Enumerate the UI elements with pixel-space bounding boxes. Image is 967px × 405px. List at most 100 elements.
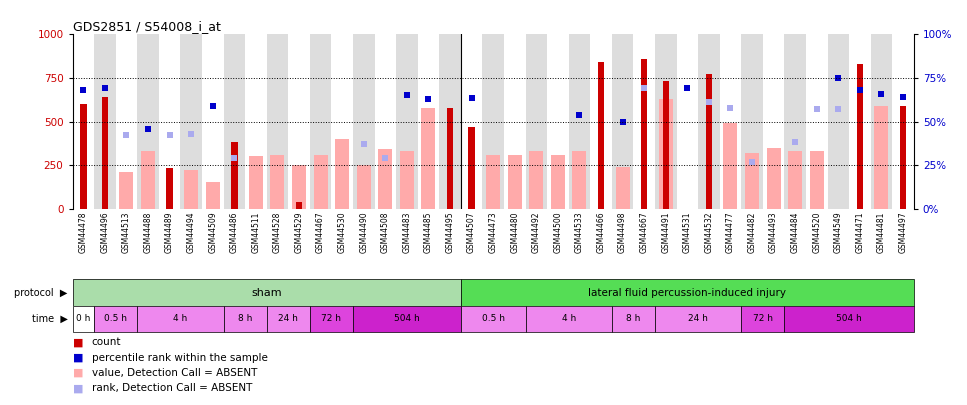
Text: 4 h: 4 h xyxy=(173,314,188,324)
Bar xyxy=(706,75,712,209)
Text: 24 h: 24 h xyxy=(689,314,708,324)
Bar xyxy=(893,34,914,209)
Text: sham: sham xyxy=(251,288,282,298)
Bar xyxy=(677,34,698,209)
Bar xyxy=(94,306,137,332)
Bar xyxy=(353,306,461,332)
Bar xyxy=(899,106,906,209)
Bar xyxy=(698,34,719,209)
Bar xyxy=(313,155,328,209)
Bar xyxy=(655,306,742,332)
Bar xyxy=(309,306,353,332)
Bar xyxy=(874,106,889,209)
Bar xyxy=(94,34,116,209)
Bar xyxy=(468,127,475,209)
Bar xyxy=(332,34,353,209)
Bar xyxy=(788,151,803,209)
Text: protocol  ▶: protocol ▶ xyxy=(15,288,68,298)
Bar xyxy=(461,34,483,209)
Text: 72 h: 72 h xyxy=(753,314,773,324)
Text: ■: ■ xyxy=(73,384,83,393)
Text: 4 h: 4 h xyxy=(562,314,575,324)
Bar xyxy=(166,168,173,209)
Bar xyxy=(353,34,374,209)
Bar xyxy=(569,34,590,209)
Bar xyxy=(267,34,288,209)
Bar xyxy=(551,155,565,209)
Bar xyxy=(120,172,133,209)
Bar xyxy=(525,34,547,209)
Bar xyxy=(249,156,263,209)
Bar xyxy=(870,34,893,209)
Bar xyxy=(267,306,309,332)
Bar xyxy=(288,34,309,209)
Bar xyxy=(202,34,223,209)
Text: 72 h: 72 h xyxy=(321,314,341,324)
Text: ■: ■ xyxy=(73,337,83,347)
Bar xyxy=(116,34,137,209)
Text: GDS2851 / S54008_i_at: GDS2851 / S54008_i_at xyxy=(73,20,220,33)
Bar xyxy=(525,306,612,332)
Bar xyxy=(374,34,396,209)
Text: 8 h: 8 h xyxy=(238,314,252,324)
Bar xyxy=(396,34,418,209)
Text: time  ▶: time ▶ xyxy=(32,314,68,324)
Bar xyxy=(137,34,159,209)
Bar xyxy=(641,59,648,209)
Bar xyxy=(73,306,94,332)
Bar xyxy=(461,306,525,332)
Bar xyxy=(784,306,914,332)
Bar xyxy=(723,123,738,209)
Bar xyxy=(336,139,349,209)
Bar xyxy=(292,165,306,209)
Bar xyxy=(181,34,202,209)
Bar xyxy=(245,34,267,209)
Text: 0.5 h: 0.5 h xyxy=(482,314,505,324)
Text: 504 h: 504 h xyxy=(836,314,862,324)
Bar xyxy=(309,34,332,209)
Bar xyxy=(633,34,655,209)
Bar xyxy=(223,306,267,332)
Bar xyxy=(659,99,673,209)
Bar xyxy=(141,151,155,209)
Text: 504 h: 504 h xyxy=(394,314,420,324)
Bar xyxy=(378,149,393,209)
Text: 0 h: 0 h xyxy=(76,314,91,324)
Bar xyxy=(809,151,824,209)
Bar xyxy=(742,306,784,332)
Text: ■: ■ xyxy=(73,353,83,362)
Text: 24 h: 24 h xyxy=(278,314,298,324)
Bar xyxy=(612,306,655,332)
Bar xyxy=(271,155,284,209)
Bar xyxy=(857,64,864,209)
Bar xyxy=(223,34,245,209)
Text: 0.5 h: 0.5 h xyxy=(104,314,128,324)
Bar xyxy=(612,34,633,209)
Bar xyxy=(662,81,669,209)
Bar xyxy=(73,34,94,209)
Bar xyxy=(447,108,454,209)
Bar xyxy=(400,151,414,209)
Bar xyxy=(159,34,181,209)
Bar xyxy=(784,34,806,209)
Text: lateral fluid percussion-induced injury: lateral fluid percussion-induced injury xyxy=(588,288,786,298)
Bar xyxy=(357,165,370,209)
Bar xyxy=(80,104,87,209)
Bar xyxy=(504,34,525,209)
Bar xyxy=(806,34,828,209)
Bar xyxy=(206,182,220,209)
Bar xyxy=(590,34,612,209)
Bar xyxy=(422,108,435,209)
Bar xyxy=(102,97,108,209)
Bar xyxy=(508,155,522,209)
Bar xyxy=(742,34,763,209)
Bar xyxy=(418,34,439,209)
Bar xyxy=(296,202,303,209)
Bar xyxy=(184,170,198,209)
Bar xyxy=(616,167,630,209)
Bar xyxy=(461,279,914,306)
Bar xyxy=(572,151,586,209)
Bar xyxy=(763,34,784,209)
Bar xyxy=(73,279,461,306)
Text: rank, Detection Call = ABSENT: rank, Detection Call = ABSENT xyxy=(92,384,252,393)
